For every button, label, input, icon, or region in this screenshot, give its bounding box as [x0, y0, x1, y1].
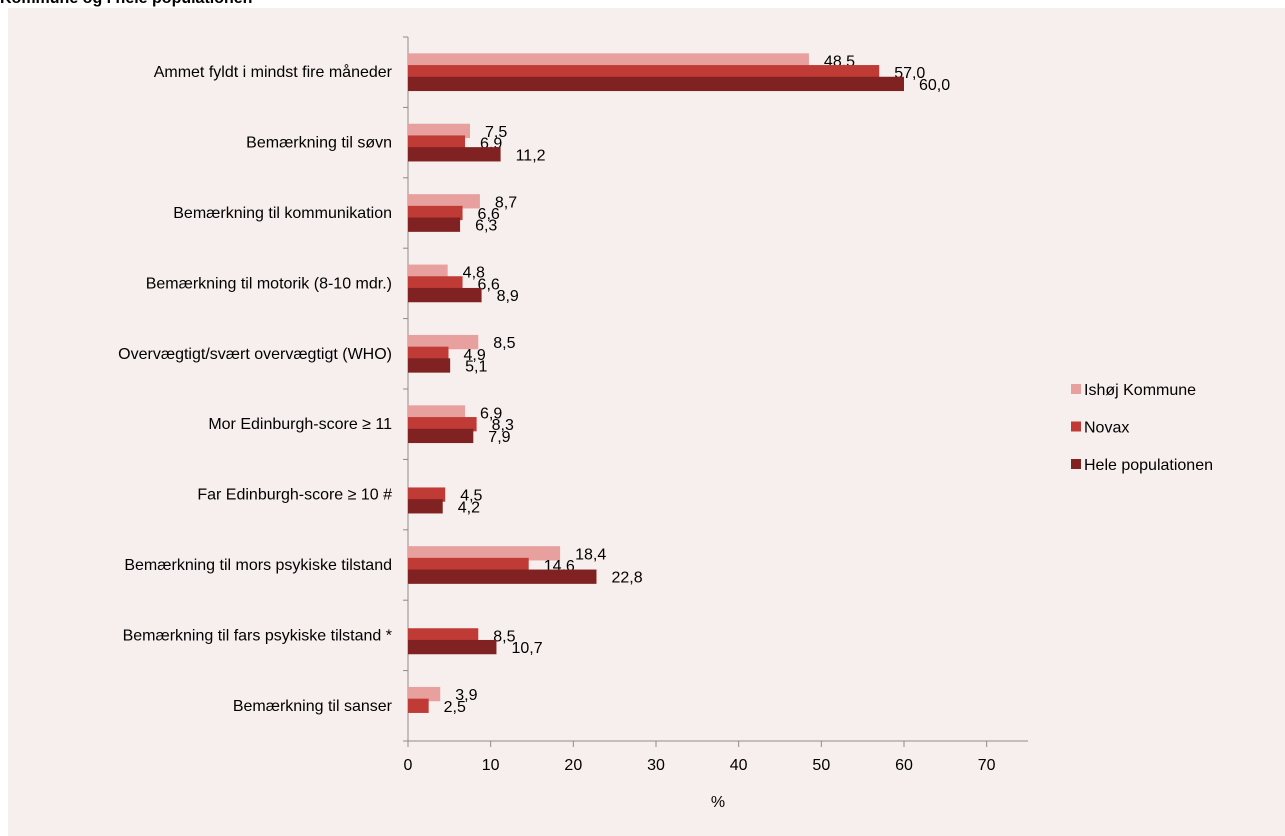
bar	[408, 499, 443, 514]
category-label: Bemærkning til søvn	[246, 135, 392, 152]
bar	[408, 276, 463, 291]
data-label: 18,4	[575, 546, 606, 563]
data-label: 4,8	[463, 265, 485, 282]
x-tick-label: 10	[482, 757, 500, 774]
bar	[408, 123, 470, 139]
data-label: 11,2	[516, 147, 546, 164]
bar	[408, 287, 482, 303]
data-label: 7,5	[485, 124, 507, 141]
x-tick-label: 20	[564, 757, 582, 774]
bar	[408, 53, 809, 68]
bar	[408, 194, 480, 209]
legend-label: Ishøj Kommune	[1084, 382, 1196, 399]
data-label: 8,3	[492, 417, 514, 434]
bar	[408, 546, 561, 561]
data-label: 6,9	[480, 406, 502, 423]
x-tick-label: 40	[730, 757, 748, 774]
bar	[408, 358, 451, 373]
data-label: 4,5	[460, 488, 482, 505]
bar	[408, 217, 461, 232]
bar	[408, 147, 501, 162]
x-tick-label: 30	[647, 757, 665, 774]
bar	[408, 557, 529, 573]
data-label: 4,9	[464, 347, 486, 364]
data-label: 2,5	[444, 699, 466, 716]
legend-label: Hele populationen	[1084, 457, 1213, 474]
bar	[408, 76, 904, 92]
bar	[408, 686, 441, 702]
data-label: 3,9	[455, 687, 477, 704]
data-label: 8,5	[493, 335, 515, 352]
legend-swatch	[1071, 384, 1081, 394]
data-label: 60,0	[919, 77, 950, 94]
bar	[408, 487, 446, 502]
bar	[408, 135, 466, 150]
data-label: 6,6	[478, 276, 500, 293]
bar	[408, 205, 463, 221]
bar	[408, 264, 448, 279]
bar	[408, 428, 474, 444]
data-label: 4,2	[458, 499, 480, 516]
bar	[408, 65, 880, 80]
category-label: Bemærkning til fars psykiske tilstand *	[123, 627, 392, 644]
category-label: Far Edinburgh-score ≥ 10 #	[197, 487, 392, 504]
data-label: 8,5	[493, 628, 515, 645]
bar	[408, 405, 466, 420]
bar	[408, 346, 449, 361]
x-tick-label: 0	[404, 757, 413, 774]
data-label: 6,3	[475, 218, 497, 235]
data-label: 8,7	[495, 194, 517, 211]
x-tick-label: 70	[978, 757, 996, 774]
data-label: 7,9	[488, 429, 510, 446]
legend-label: Novax	[1084, 420, 1129, 437]
legend-swatch	[1071, 421, 1081, 432]
chart-title: Kommune og i hele populationen	[0, 0, 252, 8]
category-label: Overvægtigt/svært overvægtigt (WHO)	[118, 346, 392, 363]
x-tick-label: 60	[895, 757, 913, 774]
bar	[408, 698, 429, 713]
bar	[408, 569, 597, 584]
category-label: Ammet fyldt i mindst fire måneder	[154, 63, 393, 81]
bar	[408, 417, 477, 432]
bar	[408, 334, 479, 350]
category-label: Bemærkning til kommunikation	[173, 205, 392, 222]
data-label: 6,6	[478, 206, 500, 223]
data-label: 8,9	[497, 288, 519, 305]
category-label: Mor Edinburgh-score ≥ 11	[208, 416, 392, 433]
category-label: Bemærkning til sanser	[233, 698, 393, 715]
x-axis-label: %	[711, 794, 725, 811]
data-label: 5,1	[465, 359, 487, 376]
data-label: 22,8	[611, 570, 642, 587]
bar	[408, 639, 497, 655]
legend-swatch	[1071, 459, 1081, 469]
x-tick-label: 50	[812, 757, 830, 774]
category-label: Bemærkning til mors psykiske tilstand	[124, 557, 392, 574]
bar	[408, 628, 479, 643]
category-label: Bemærkning til motorik (8-10 mdr.)	[146, 275, 392, 292]
data-label: 10,7	[511, 640, 542, 657]
